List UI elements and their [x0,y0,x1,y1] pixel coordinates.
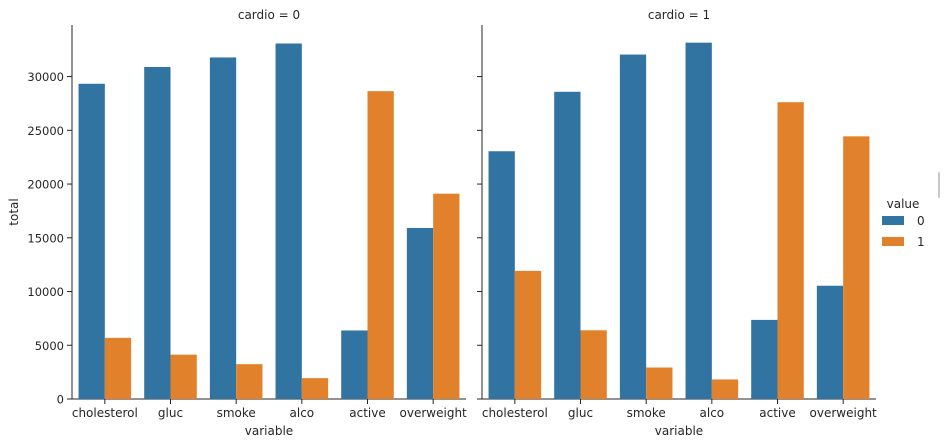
bar-cholesterol-value-0 [488,151,515,399]
bar-cholesterol-value-0 [78,83,105,400]
x-axis-label: variable [655,424,703,438]
y-tick-label: 30000 [27,70,64,84]
bar-smoke-value-1 [236,364,263,399]
bar-active-value-1 [367,91,394,400]
x-tick-label: alco [700,406,725,420]
y-tick-label: 10000 [27,285,64,299]
bar-gluc-value-1 [580,330,607,399]
bar-cholesterol-value-1 [514,270,542,399]
x-tick-label: active [759,406,795,420]
bar-active-value-1 [777,102,804,400]
x-tick-label: gluc [158,406,183,420]
y-tick-label: 5000 [35,339,64,353]
bar-gluc-value-0 [144,66,171,400]
y-tick-label: 20000 [27,178,64,192]
bar-overweight-value-1 [843,136,870,400]
x-tick-label: cholesterol [72,406,138,420]
bar-gluc-value-0 [554,91,581,399]
bar-overweight-value-0 [816,285,844,399]
bar-cholesterol-value-1 [104,337,132,399]
legend-title: value [887,197,920,211]
bar-overweight-value-0 [406,227,434,399]
panel-title: cardio = 0 [238,8,300,22]
y-tick-label: 25000 [27,124,64,138]
bar-smoke-value-0 [209,57,237,399]
bar-smoke-value-1 [646,367,673,399]
x-tick-label: smoke [217,406,256,420]
x-tick-label: smoke [627,406,666,420]
legend-swatch-0 [882,216,904,225]
x-tick-label: cholesterol [482,406,548,420]
bar-alco-value-1 [301,378,329,399]
x-axis-label: variable [245,424,293,438]
bar-alco-value-1 [711,379,739,399]
bar-alco-value-0 [275,43,302,400]
legend-label-0: 0 [917,214,925,228]
x-tick-label: gluc [568,406,593,420]
y-tick-label: 0 [57,393,64,407]
x-tick-label: overweight [400,406,468,420]
legend-swatch-1 [882,237,904,246]
bar-overweight-value-1 [433,193,460,399]
panel-title: cardio = 1 [648,8,710,22]
scroll-indicator[interactable] [938,172,940,198]
y-axis-label: total [7,198,21,225]
x-tick-label: active [349,406,385,420]
bar-gluc-value-1 [170,354,197,399]
y-tick-label: 15000 [27,231,64,245]
bar-smoke-value-0 [619,54,647,399]
x-tick-label: alco [290,406,315,420]
bar-alco-value-0 [685,42,712,399]
legend-label-1: 1 [917,235,925,249]
bar-active-value-0 [751,319,778,399]
bar-active-value-0 [341,330,368,399]
x-tick-label: overweight [810,406,878,420]
